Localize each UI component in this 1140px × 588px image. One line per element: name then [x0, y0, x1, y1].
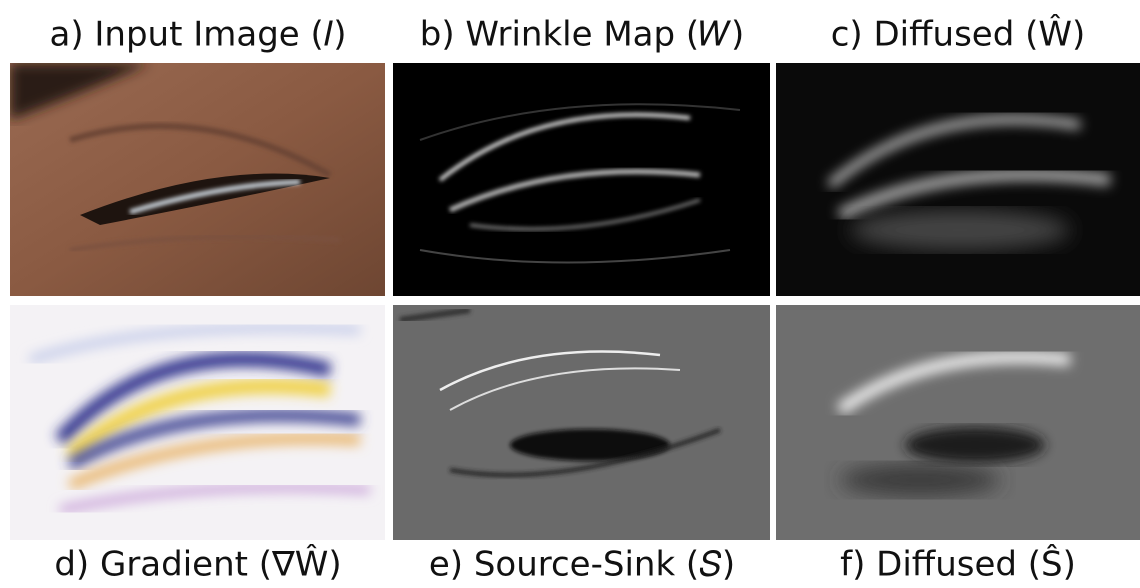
diffused-wrinkle: [776, 63, 1140, 296]
input-image: [10, 63, 385, 296]
caption: a) Input Image (𝐼): [49, 15, 346, 55]
gradient-image: [10, 305, 385, 540]
caption: e) Source-Sink (𝑆): [429, 545, 735, 585]
caption: c) Diffused (Ŵ): [831, 14, 1086, 55]
diffused-source-sink: [776, 305, 1140, 540]
page: a) Input Image (𝐼) b) Wrinkle Map (𝑊) c)…: [0, 0, 1140, 588]
source-sink: [393, 305, 770, 540]
caption: f) Diffused (Ŝ): [840, 544, 1076, 585]
caption: b) Wrinkle Map (𝑊): [420, 15, 745, 55]
caption: d) Gradient (∇Ŵ): [54, 544, 341, 585]
wrinkle-map: [393, 63, 770, 296]
figure: a) Input Image (𝐼) b) Wrinkle Map (𝑊) c)…: [0, 0, 1140, 588]
